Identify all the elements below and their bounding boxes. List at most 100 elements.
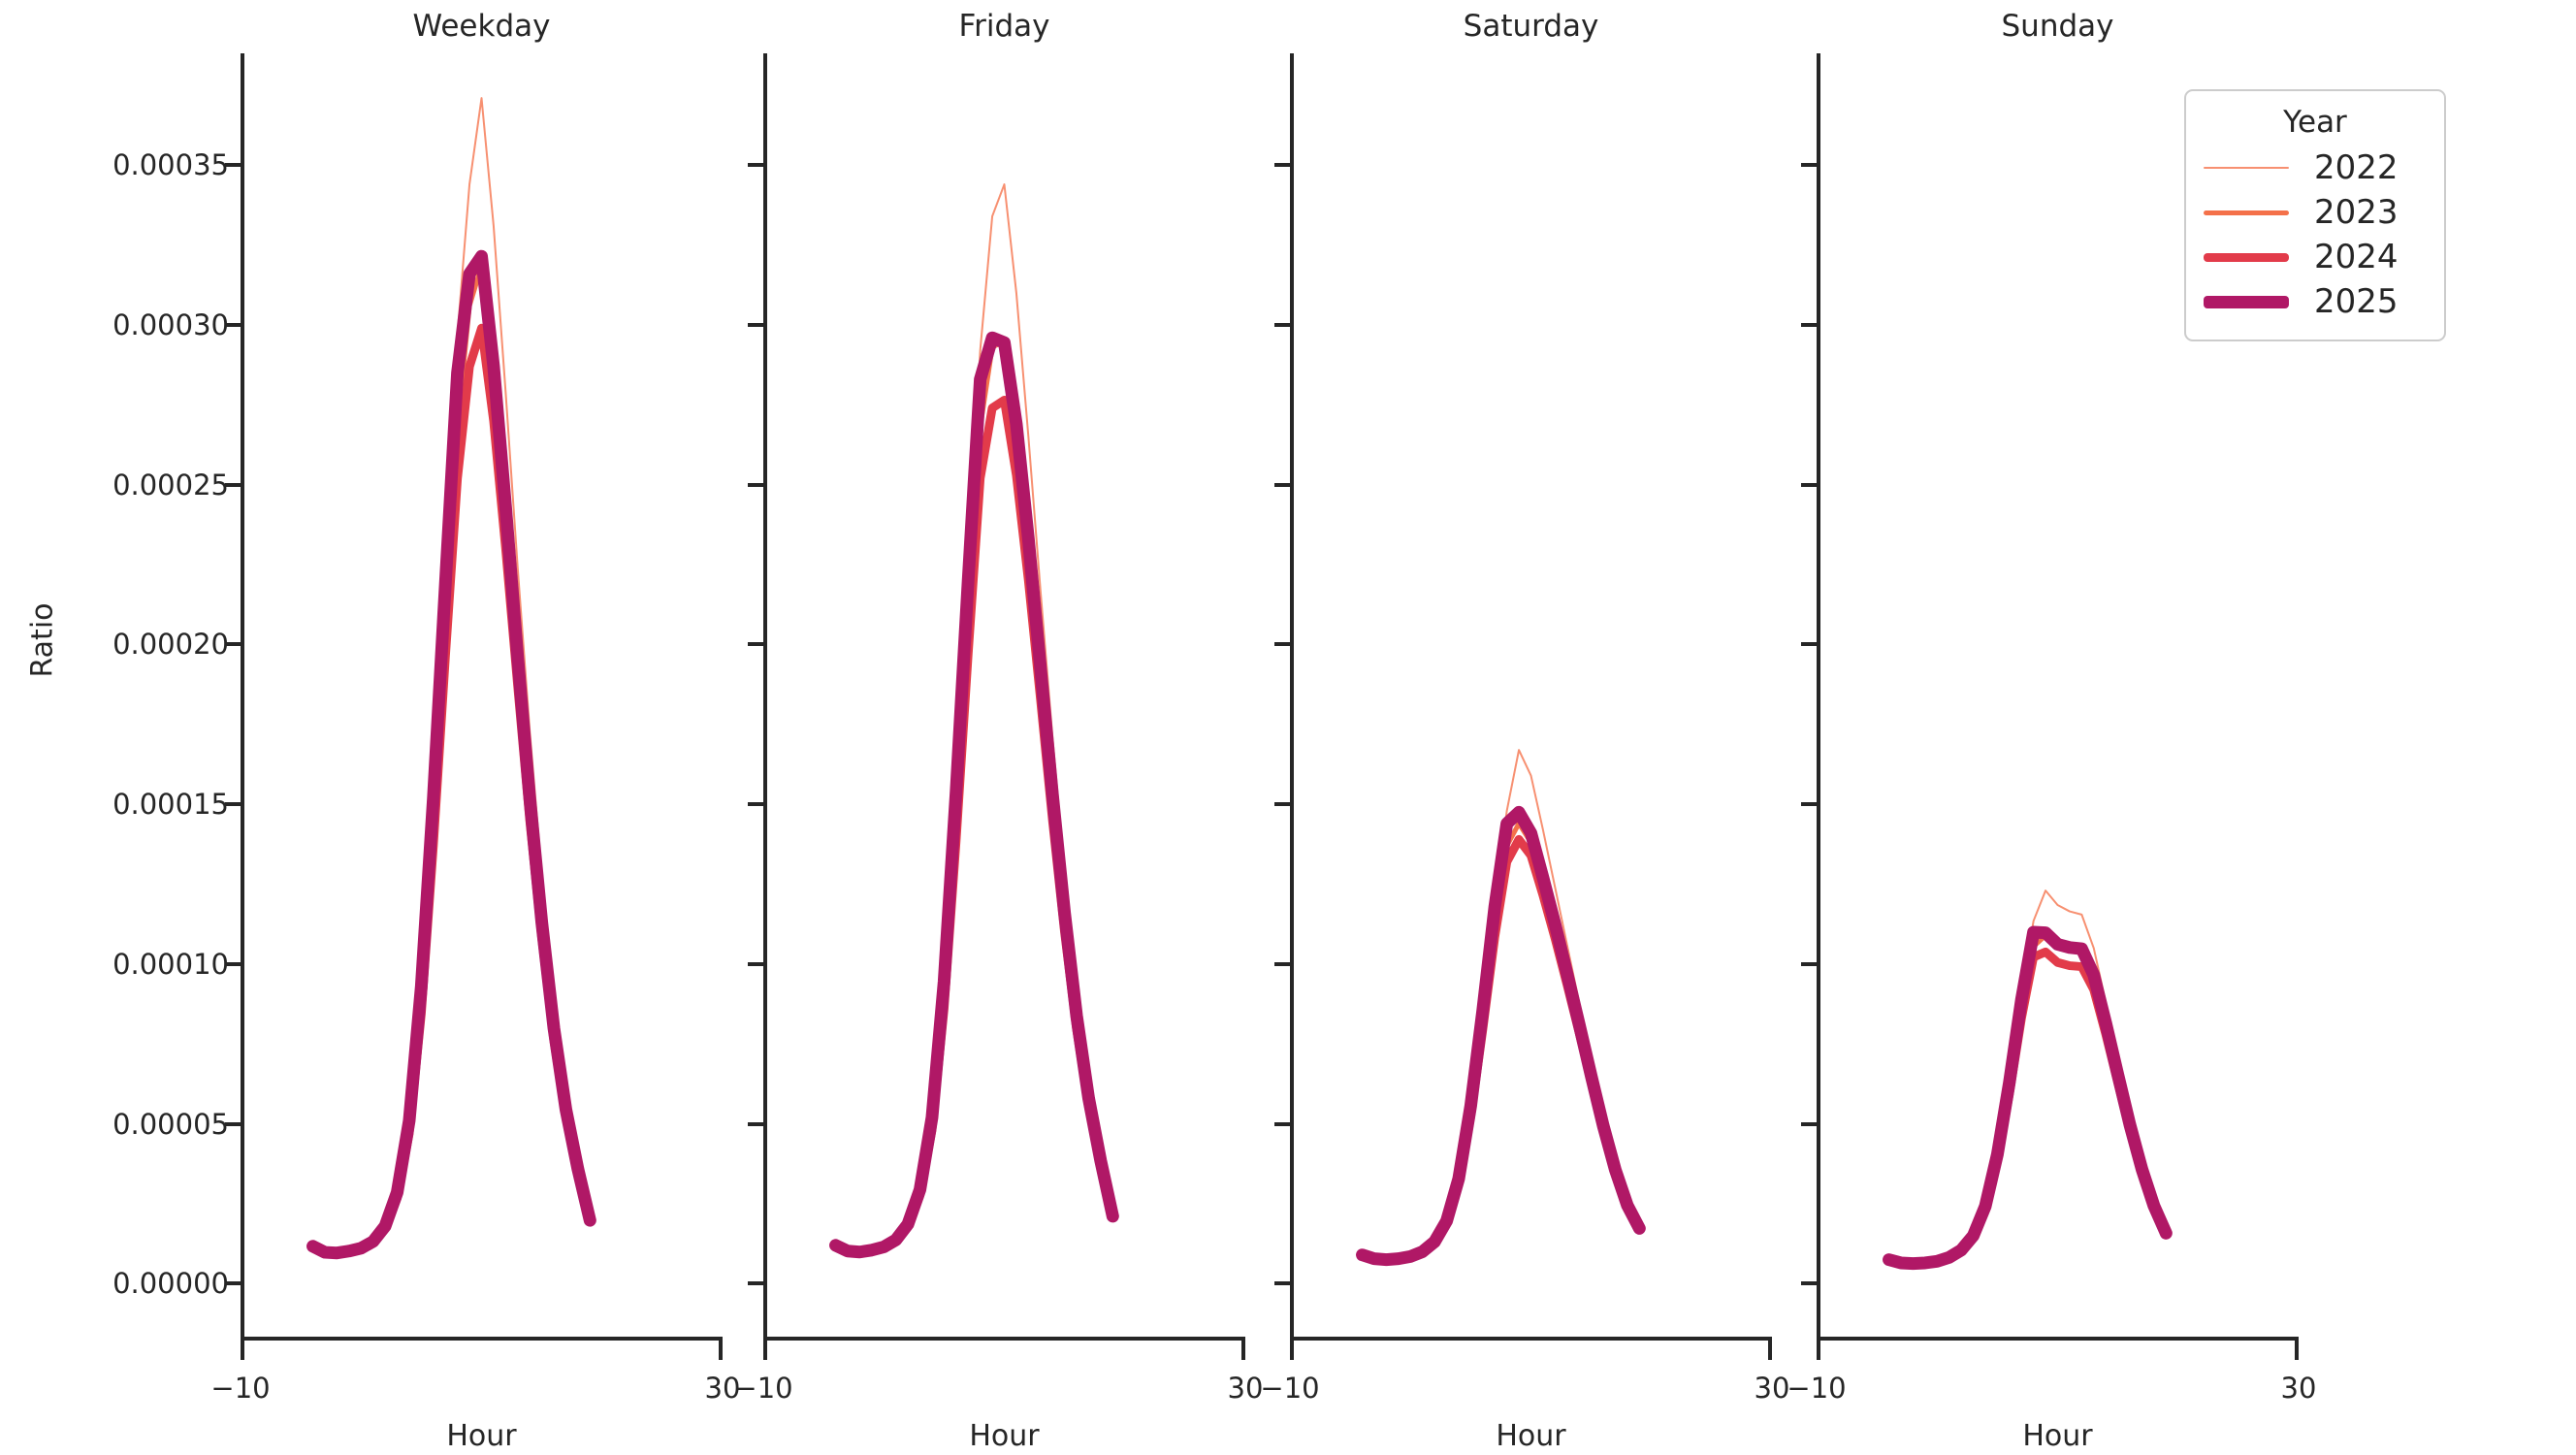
y-tick-mark [748, 1121, 763, 1126]
y-tick-mark [1274, 1121, 1290, 1126]
y-axis-tick-labels: 0.00000 0.00005 0.00010 0.00015 0.00020 0.000… [0, 0, 231, 1455]
legend-line-swatch [2204, 167, 2289, 169]
x-tick-label: −10 [1260, 1372, 1320, 1405]
y-tick-mark [1274, 482, 1290, 487]
x-axis-spine [1290, 1337, 1772, 1341]
legend-item-2024[interactable]: 2024 [2204, 235, 2427, 279]
plot-area [829, 183, 1119, 1259]
legend-line [2204, 252, 2289, 262]
y-tick-label: 0.00005 [113, 1107, 229, 1141]
series-line-2025 [1356, 805, 1646, 1267]
y-tick-mark [1801, 642, 1817, 647]
series-line-2022 [311, 97, 592, 1254]
x-tick-mark [1817, 1341, 1820, 1360]
x-tick-label: 30 [1754, 1372, 1790, 1405]
series-line-2025 [1883, 925, 2173, 1271]
y-tick-label: 0.00015 [113, 788, 229, 822]
panel-title: Weekday [412, 9, 551, 44]
y-axis-spine [241, 53, 244, 1341]
y-tick-mark [225, 163, 241, 168]
y-tick-mark [225, 482, 241, 487]
y-tick-label: 0.00030 [113, 308, 229, 342]
y-tick-mark [1274, 802, 1290, 807]
y-axis-spine [1290, 53, 1294, 1341]
y-tick-mark [1801, 1281, 1817, 1286]
y-tick-label: 0.00035 [113, 148, 229, 182]
x-tick-label: 30 [704, 1372, 741, 1405]
y-tick-mark [1274, 323, 1290, 328]
legend-item-2023[interactable]: 2023 [2204, 190, 2427, 235]
legend-entries: 2022 2023 2024 2025 [2204, 146, 2427, 324]
facet-panel-friday: Friday −10 30 Hour [733, 9, 1263, 1453]
y-tick-mark [1274, 163, 1290, 168]
plot-area [306, 97, 596, 1260]
legend-label: 2022 [2314, 148, 2399, 187]
x-tick-label: −10 [1787, 1372, 1847, 1405]
y-tick-mark [1801, 961, 1817, 966]
y-tick-mark [225, 642, 241, 647]
y-tick-mark [748, 482, 763, 487]
y-tick-mark [748, 961, 763, 966]
x-tick-label: −10 [210, 1372, 271, 1405]
panel-title: Sunday [2001, 9, 2114, 44]
facet-panel-weekday: Weekday −10 30 Hour [210, 9, 740, 1453]
x-tick-mark [1768, 1341, 1772, 1360]
panel-title: Saturday [1463, 9, 1599, 44]
y-tick-mark [1274, 642, 1290, 647]
legend-label: 2025 [2314, 282, 2399, 321]
y-tick-mark [748, 1281, 763, 1286]
legend-line-swatch [2204, 210, 2289, 215]
plot-area [1883, 889, 2173, 1271]
y-tick-mark [225, 961, 241, 966]
x-tick-mark [241, 1341, 244, 1360]
y-tick-mark [748, 163, 763, 168]
y-tick-mark [1801, 1121, 1817, 1126]
y-tick-label: 0.00020 [113, 628, 229, 662]
legend-label: 2023 [2314, 193, 2399, 232]
x-tick-label: 30 [2280, 1372, 2317, 1405]
y-tick-mark [748, 642, 763, 647]
x-tick-label: 30 [1227, 1372, 1264, 1405]
panel-title: Friday [958, 9, 1050, 44]
y-tick-mark [225, 1281, 241, 1286]
facet-panel-saturday: Saturday −10 30 Hour [1260, 9, 1789, 1453]
legend-line [2204, 295, 2289, 308]
legend[interactable]: Year 2022 2023 2024 2025 [2184, 89, 2446, 341]
y-tick-mark [225, 802, 241, 807]
series-line-2025 [829, 331, 1119, 1259]
y-tick-mark [1274, 961, 1290, 966]
series-line-2022 [834, 183, 1114, 1253]
y-tick-mark [1801, 482, 1817, 487]
y-tick-mark [748, 323, 763, 328]
plot-area [1356, 749, 1646, 1267]
x-axis-spine [241, 1337, 723, 1341]
legend-label: 2024 [2314, 238, 2399, 276]
facet-panel-sunday: Sunday −10 30 Hour [1787, 9, 2316, 1453]
x-tick-mark [1241, 1341, 1245, 1360]
legend-title: Year [2283, 105, 2347, 140]
x-axis-label: Hour [1496, 1419, 1566, 1453]
x-axis-label: Hour [446, 1419, 517, 1453]
x-axis-spine [763, 1337, 1245, 1341]
x-axis-label: Hour [969, 1419, 1040, 1453]
y-tick-mark [1801, 163, 1817, 168]
y-tick-label: 0.00025 [113, 468, 229, 501]
y-tick-mark [1274, 1281, 1290, 1286]
legend-item-2025[interactable]: 2025 [2204, 279, 2427, 324]
legend-line [2204, 210, 2289, 215]
x-tick-mark [2295, 1341, 2299, 1360]
legend-line-swatch [2204, 295, 2289, 308]
x-axis-label: Hour [2022, 1419, 2093, 1453]
y-axis-spine [1817, 53, 1820, 1341]
legend-item-2022[interactable]: 2022 [2204, 146, 2427, 190]
x-tick-mark [1290, 1341, 1294, 1360]
y-tick-label: 0.00000 [113, 1267, 229, 1301]
x-tick-label: −10 [733, 1372, 793, 1405]
y-axis-spine [763, 53, 767, 1341]
y-tick-label: 0.00010 [113, 947, 229, 981]
x-tick-mark [763, 1341, 767, 1360]
y-tick-mark [225, 323, 241, 328]
y-tick-mark [1801, 323, 1817, 328]
x-axis-spine [1817, 1337, 2299, 1341]
